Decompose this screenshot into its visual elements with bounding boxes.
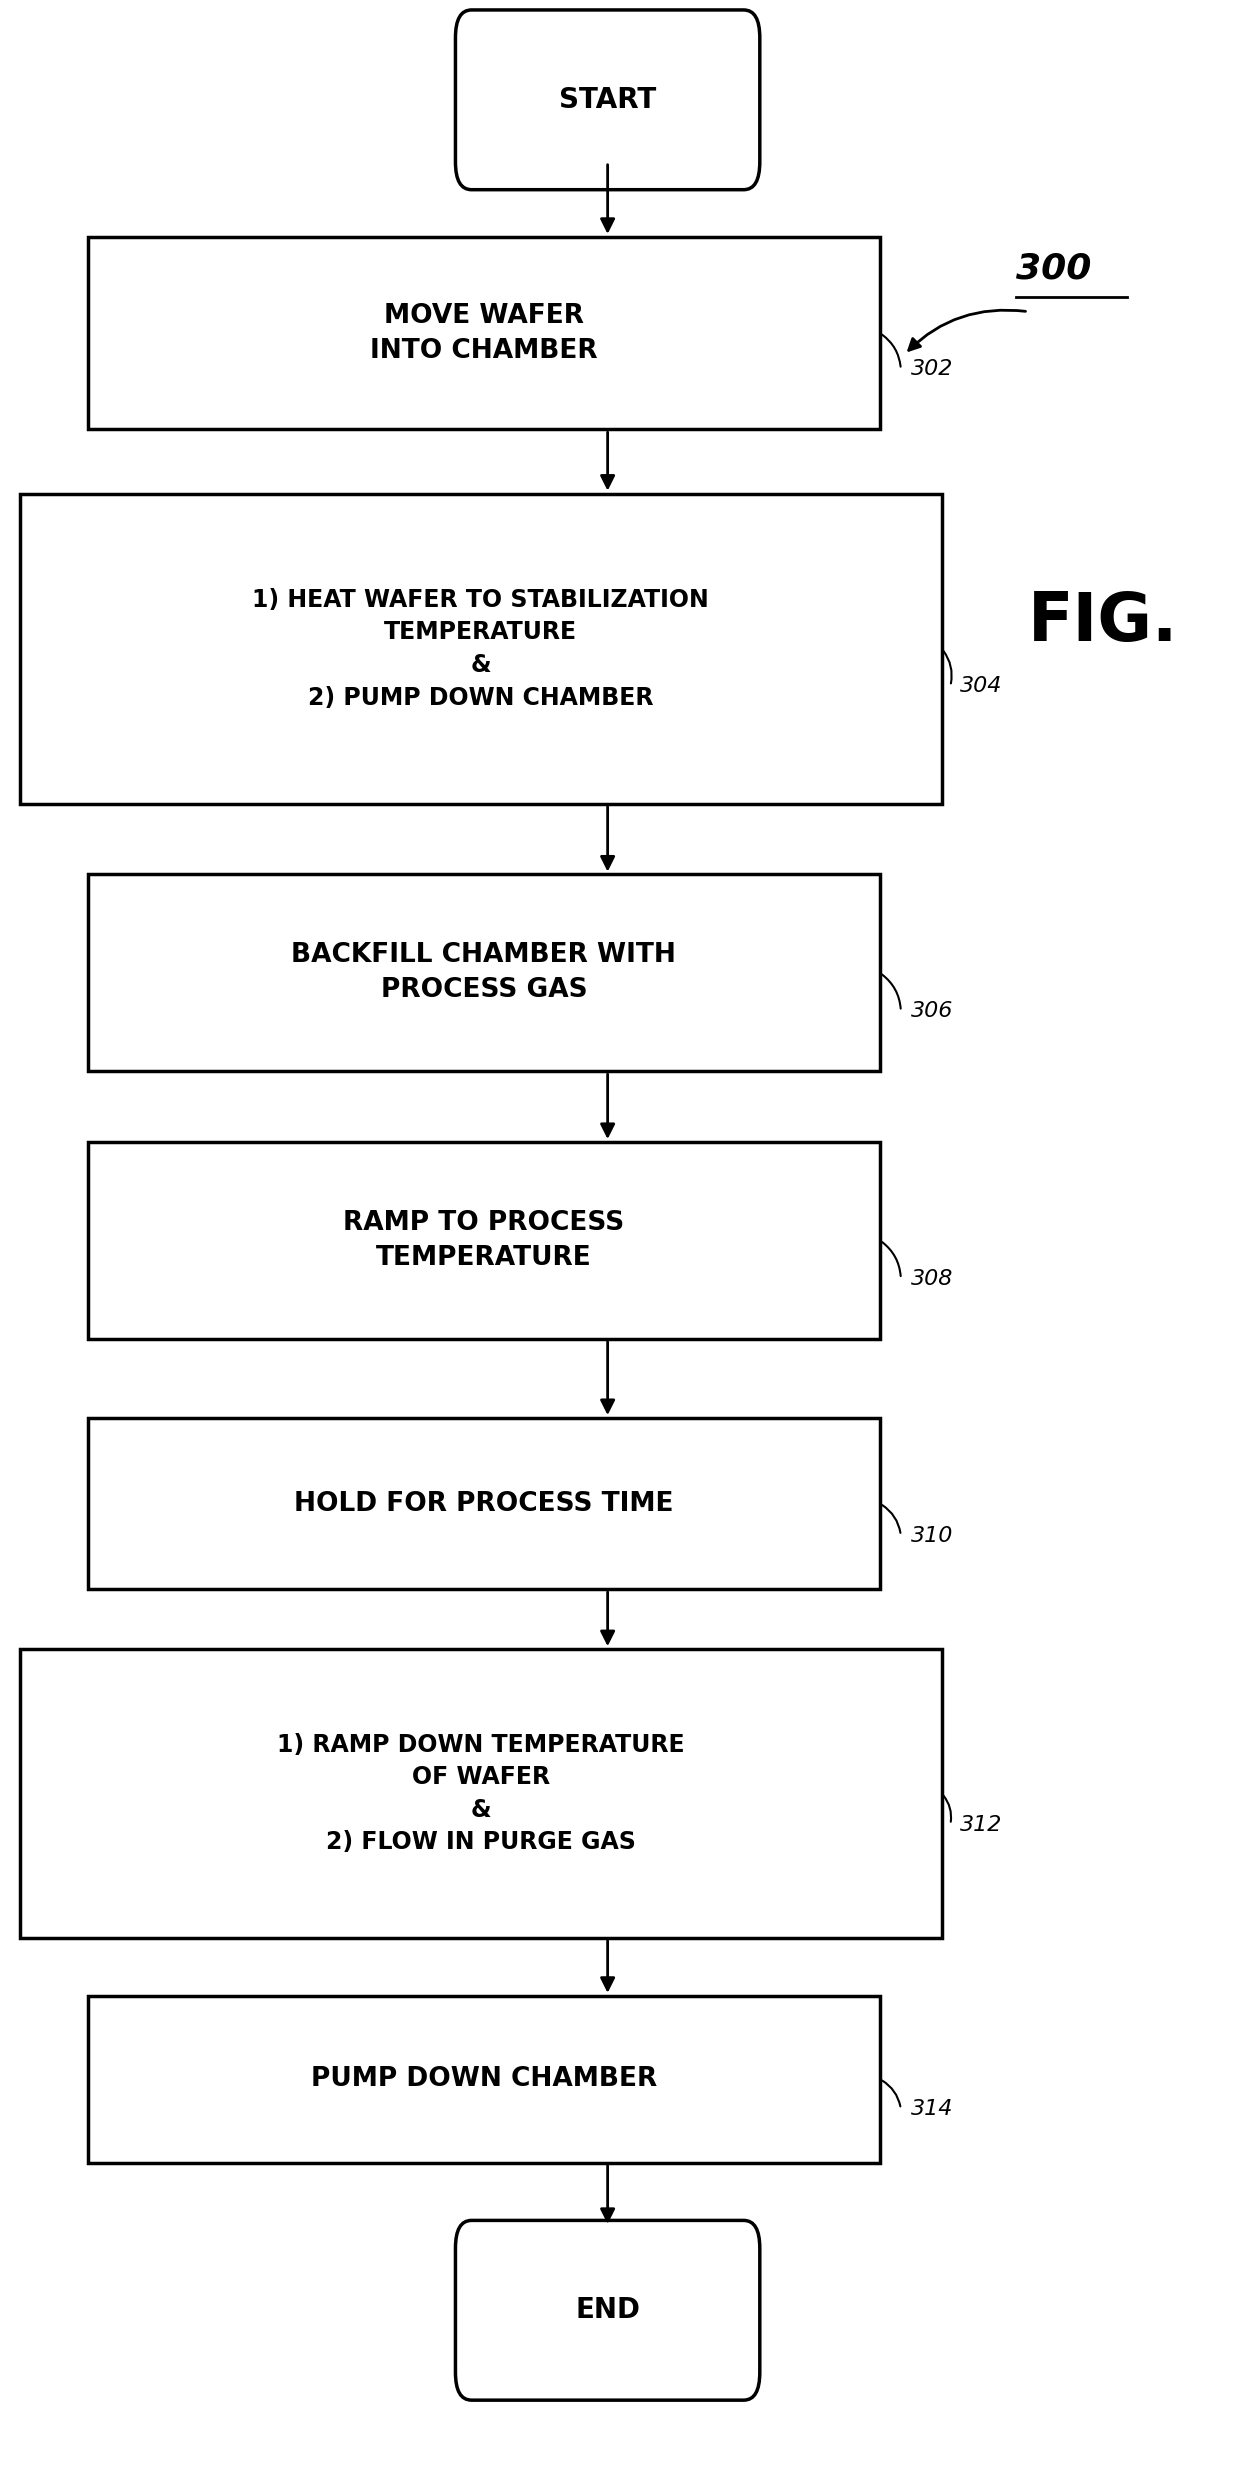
Bar xyxy=(88,1995,880,2162)
Text: 308: 308 xyxy=(910,1270,954,1290)
Text: 302: 302 xyxy=(910,360,954,380)
Text: 304: 304 xyxy=(960,676,1003,696)
Text: MOVE WAFER
INTO CHAMBER: MOVE WAFER INTO CHAMBER xyxy=(370,303,598,363)
Bar xyxy=(88,875,880,1071)
Text: START: START xyxy=(559,87,656,114)
Text: 312: 312 xyxy=(960,1814,1003,1834)
FancyBboxPatch shape xyxy=(455,10,760,189)
Text: BACKFILL CHAMBER WITH
PROCESS GAS: BACKFILL CHAMBER WITH PROCESS GAS xyxy=(291,942,676,1004)
Bar xyxy=(88,1419,880,1588)
Bar xyxy=(20,495,941,803)
Text: 1) HEAT WAFER TO STABILIZATION
TEMPERATURE
&
2) PUMP DOWN CHAMBER: 1) HEAT WAFER TO STABILIZATION TEMPERATU… xyxy=(253,589,709,711)
Bar xyxy=(88,236,880,430)
Text: 1) RAMP DOWN TEMPERATURE
OF WAFER
&
2) FLOW IN PURGE GAS: 1) RAMP DOWN TEMPERATURE OF WAFER & 2) F… xyxy=(277,1732,684,1854)
Bar xyxy=(88,1143,880,1339)
Text: RAMP TO PROCESS
TEMPERATURE: RAMP TO PROCESS TEMPERATURE xyxy=(343,1210,625,1270)
Text: 310: 310 xyxy=(910,1526,954,1546)
Text: END: END xyxy=(575,2296,640,2323)
Text: HOLD FOR PROCESS TIME: HOLD FOR PROCESS TIME xyxy=(294,1491,673,1516)
Text: FIG.: FIG. xyxy=(1028,589,1178,656)
Text: 300: 300 xyxy=(1016,251,1091,286)
FancyBboxPatch shape xyxy=(455,2222,760,2401)
Text: PUMP DOWN CHAMBER: PUMP DOWN CHAMBER xyxy=(311,2065,657,2092)
Bar xyxy=(20,1650,941,1938)
Text: 306: 306 xyxy=(910,1001,954,1021)
Text: 314: 314 xyxy=(910,2100,954,2120)
